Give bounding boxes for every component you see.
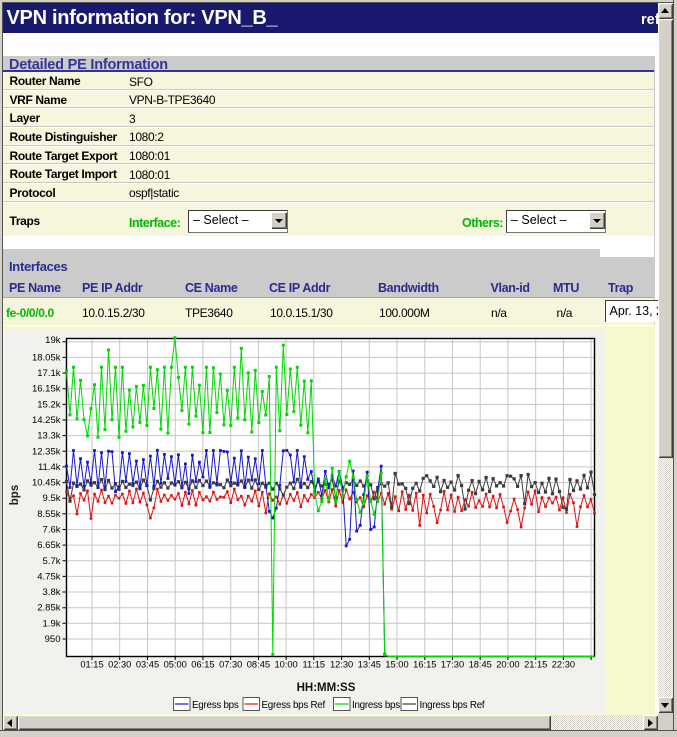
svg-text:1.9k: 1.9k (43, 618, 61, 629)
svg-text:07:30: 07:30 (219, 659, 242, 669)
svg-text:15.2k: 15.2k (37, 399, 60, 410)
svg-text:03:45: 03:45 (136, 659, 159, 669)
svg-text:bps: bps (9, 485, 21, 505)
svg-text:5.7k: 5.7k (43, 556, 61, 567)
svg-text:9.5k: 9.5k (43, 493, 61, 504)
svg-text:08:45: 08:45 (247, 659, 270, 669)
svg-text:19k: 19k (45, 335, 61, 346)
svg-text:15:00: 15:00 (385, 659, 408, 669)
svg-text:01:15: 01:15 (80, 659, 103, 669)
svg-text:11.4k: 11.4k (38, 462, 61, 473)
svg-text:10:00: 10:00 (274, 659, 297, 669)
svg-text:6.65k: 6.65k (37, 540, 60, 551)
svg-text:11:15: 11:15 (303, 659, 326, 669)
svg-text:02:30: 02:30 (108, 659, 131, 669)
svg-text:14.25k: 14.25k (32, 415, 61, 426)
svg-text:18:45: 18:45 (469, 659, 492, 669)
svg-text:22:30: 22:30 (552, 659, 575, 669)
svg-text:13.3k: 13.3k (37, 431, 60, 442)
svg-text:18.05k: 18.05k (32, 352, 61, 363)
svg-text:Ingress bps: Ingress bps (352, 700, 400, 711)
svg-text:13:45: 13:45 (358, 659, 381, 669)
svg-text:21:15: 21:15 (524, 659, 547, 669)
svg-text:12.35k: 12.35k (32, 446, 61, 457)
svg-text:Ingress bps Ref: Ingress bps Ref (420, 700, 485, 711)
svg-text:05:00: 05:00 (164, 659, 187, 669)
svg-text:2.85k: 2.85k (37, 603, 60, 614)
svg-text:3.8k: 3.8k (43, 587, 61, 598)
svg-text:17:30: 17:30 (441, 659, 464, 669)
svg-text:8.55k: 8.55k (37, 509, 60, 520)
svg-text:Egress bps: Egress bps (192, 700, 239, 711)
svg-text:7.6k: 7.6k (43, 525, 61, 536)
svg-text:HH:MM:SS: HH:MM:SS (297, 682, 356, 694)
svg-text:4.75k: 4.75k (37, 571, 60, 582)
svg-text:17.1k: 17.1k (37, 368, 60, 379)
svg-text:20:00: 20:00 (496, 659, 519, 669)
svg-text:16:15: 16:15 (413, 659, 436, 669)
svg-text:12:30: 12:30 (330, 659, 353, 669)
svg-text:10.45k: 10.45k (32, 478, 61, 489)
svg-text:950: 950 (45, 634, 61, 645)
svg-text:Egress bps Ref: Egress bps Ref (262, 700, 326, 711)
svg-text:16.15k: 16.15k (32, 384, 61, 395)
svg-text:06:15: 06:15 (191, 659, 214, 669)
